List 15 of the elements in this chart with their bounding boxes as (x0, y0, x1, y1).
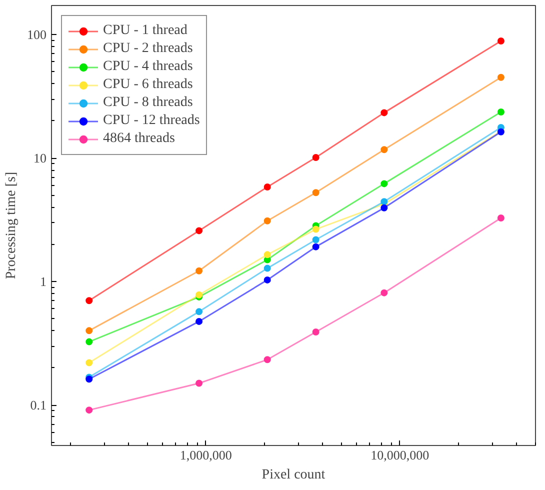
x-tick-label: 10,000,000 (370, 448, 430, 462)
legend-label: CPU - 4 threads (103, 58, 193, 76)
legend-label: CPU - 12 threads (103, 112, 200, 130)
legend-label: CPU - 2 threads (103, 40, 193, 58)
x-tick-label: 1,000,000 (180, 448, 232, 462)
y-tick-label: 0.1 (30, 398, 46, 413)
y-tick-label: 100 (27, 27, 46, 42)
y-tick-label: 1 (40, 274, 46, 290)
y-tick-label: 10 (34, 150, 46, 166)
x-axis-title: Pixel count (262, 468, 326, 482)
legend-label: CPU - 6 threads (103, 76, 193, 94)
legend-label: CPU - 8 threads (103, 94, 193, 112)
legend-label: CPU - 1 thread (103, 22, 188, 40)
legend-label: 4864 threads (103, 130, 175, 148)
y-axis-title: Processing time [s] (4, 172, 19, 280)
